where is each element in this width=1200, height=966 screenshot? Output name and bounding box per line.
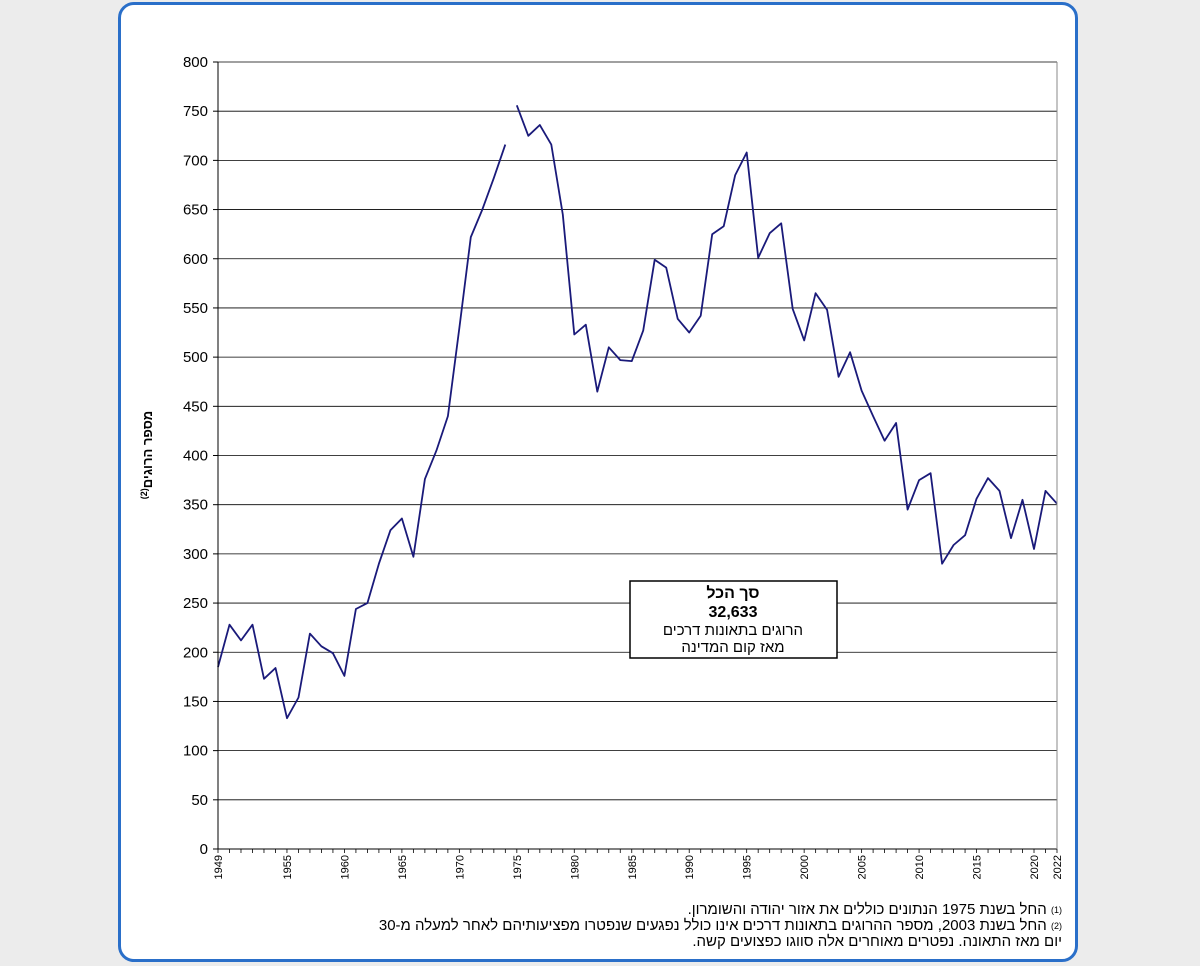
x-tick-label: 1975 <box>512 855 524 879</box>
x-tick-label: 2022 <box>1052 855 1064 879</box>
footnote-2-cont: יום מאז התאונה. נפטרים מאוחרים אלה סווגו… <box>150 934 1062 950</box>
x-axis-ticks: 1949 1955 1960 1965 1970 1975 1980 1985 1990 1995… <box>213 849 1064 879</box>
y-tick-label: 0 <box>200 841 208 858</box>
y-tick-label: 500 <box>183 349 208 366</box>
y-axis-label-sup: (2) <box>139 488 149 499</box>
y-tick-label: 150 <box>183 693 208 710</box>
annotation-box <box>629 580 838 659</box>
footnote-marker: (2) <box>1050 921 1062 931</box>
series-line <box>217 144 507 720</box>
x-tick-label: 1965 <box>397 855 409 879</box>
x-tick-label: 2010 <box>914 855 926 879</box>
x-tick-label: 1995 <box>742 855 754 879</box>
y-tick-label: 250 <box>183 595 208 612</box>
y-tick-label: 800 <box>183 54 208 71</box>
y-tick-label: 400 <box>183 448 208 465</box>
x-tick-label: 1990 <box>684 855 696 879</box>
y-tick-label: 600 <box>183 251 208 268</box>
x-tick-label: 1949 <box>213 855 225 879</box>
footnote-1: (1) החל בשנת 1975 הנתונים כוללים את אזור… <box>150 902 1062 918</box>
x-tick-label: 2005 <box>857 855 869 879</box>
x-tick-label: 1980 <box>569 855 581 879</box>
x-tick-label: 1955 <box>282 855 294 879</box>
annotation-title: סך הכל <box>706 584 759 602</box>
total-annotation: סך הכל 32,633 הרוגים בתאונות דרכים מאז ק… <box>629 580 838 659</box>
footnote-text: החל בשנת 1975 הנתונים כוללים את אזור יהו… <box>687 901 1047 918</box>
y-axis-ticks: 0 50 100 150 200 250 300 350 400 450 500 550 600 650 7… <box>183 54 218 858</box>
y-tick-label: 550 <box>183 300 208 317</box>
footnote-marker: (1) <box>1050 905 1062 915</box>
y-tick-label: 750 <box>183 103 208 120</box>
gridlines <box>218 61 1057 801</box>
footnote-text: החל בשנת 2003, מספר ההרוגים בתאונות דרכי… <box>378 917 1047 934</box>
footnote-text: יום מאז התאונה. נפטרים מאוחרים אלה סווגו… <box>692 933 1062 950</box>
x-tick-label: 2020 <box>1029 855 1041 879</box>
y-tick-label: 650 <box>183 202 208 219</box>
x-tick-label: 2015 <box>972 855 984 879</box>
y-tick-label: 350 <box>183 497 208 514</box>
y-tick-label: 200 <box>183 644 208 661</box>
series-line <box>515 104 1058 565</box>
y-axis-label: מספר הרוגים(2) <box>139 411 155 499</box>
annotation-line3: הרוגים בתאונות דרכים <box>663 622 803 639</box>
series-lines <box>217 104 1058 720</box>
y-tick-label: 100 <box>183 743 208 760</box>
x-tick-label: 1985 <box>627 855 639 879</box>
x-tick-label: 1960 <box>339 855 351 879</box>
annotation-line4: מאז קום המדינה <box>681 639 784 656</box>
x-tick-label: 1970 <box>454 855 466 879</box>
annotation-total: 32,633 <box>709 604 758 621</box>
y-tick-label: 50 <box>191 792 208 809</box>
y-tick-label: 450 <box>183 398 208 415</box>
x-tick-label: 2000 <box>799 855 811 879</box>
footnote-2: (2) החל בשנת 2003, מספר ההרוגים בתאונות … <box>150 918 1062 934</box>
footnotes: (1) החל בשנת 1975 הנתונים כוללים את אזור… <box>150 902 1062 950</box>
y-tick-label: 700 <box>183 152 208 169</box>
y-tick-label: 300 <box>183 546 208 563</box>
